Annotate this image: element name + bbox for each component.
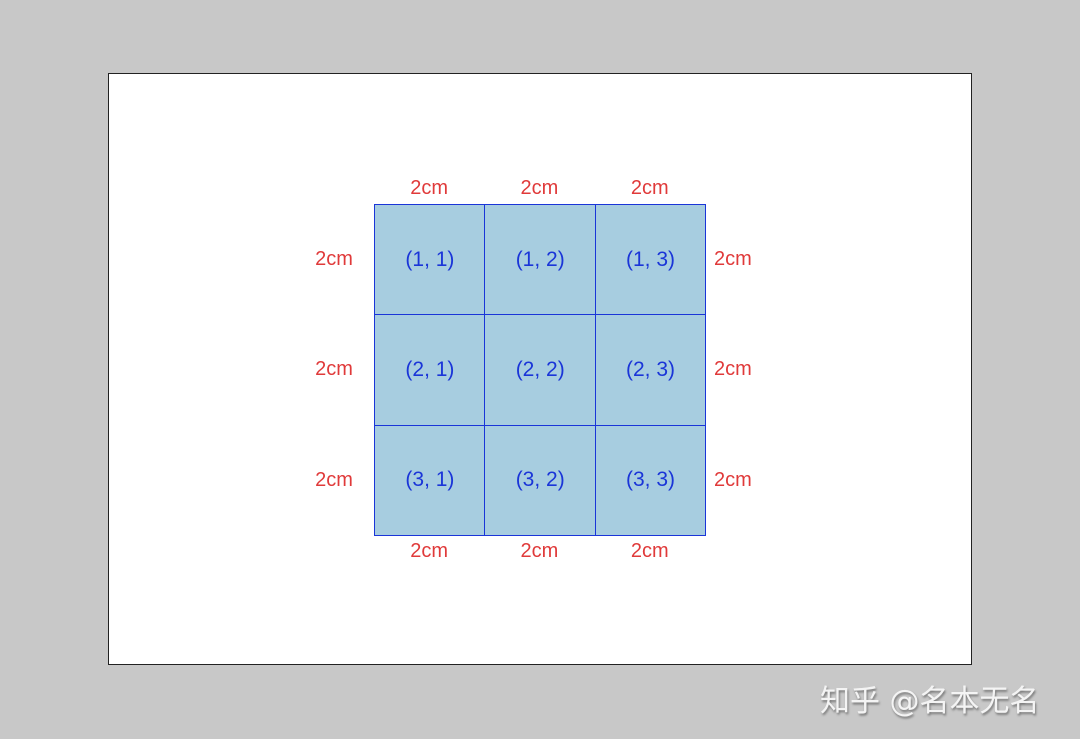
left-dimension-label: 2cm (315, 468, 353, 491)
grid-cell: (1, 1) (374, 204, 486, 316)
left-dimension-label: 2cm (315, 248, 353, 271)
right-dimension-label: 2cm (713, 248, 752, 271)
grid-cell: (3, 2) (484, 424, 597, 537)
grid-cell: (1, 2) (484, 204, 597, 316)
grid-cell: (3, 3) (594, 424, 707, 537)
bottom-dimension-label: 2cm (520, 539, 559, 562)
left-dimension-label: 2cm (315, 358, 353, 381)
grid-cell: (2, 1) (374, 314, 486, 427)
watermark: 知乎 @名本无名 (820, 684, 1040, 719)
right-dimension-label: 2cm (713, 468, 752, 491)
top-dimension-label: 2cm (520, 177, 559, 199)
bottom-dimension-label: 2cm (410, 539, 449, 562)
grid-cell: (2, 3) (594, 314, 707, 427)
right-dimension-label: 2cm (713, 358, 752, 381)
grid-cell: (2, 2) (484, 314, 597, 427)
top-dimension-label: 2cm (630, 177, 669, 199)
grid-cell: (3, 1) (374, 424, 486, 537)
top-dimension-label: 2cm (410, 177, 449, 199)
grid-cell: (1, 3) (594, 204, 707, 316)
bottom-dimension-label: 2cm (630, 539, 669, 562)
